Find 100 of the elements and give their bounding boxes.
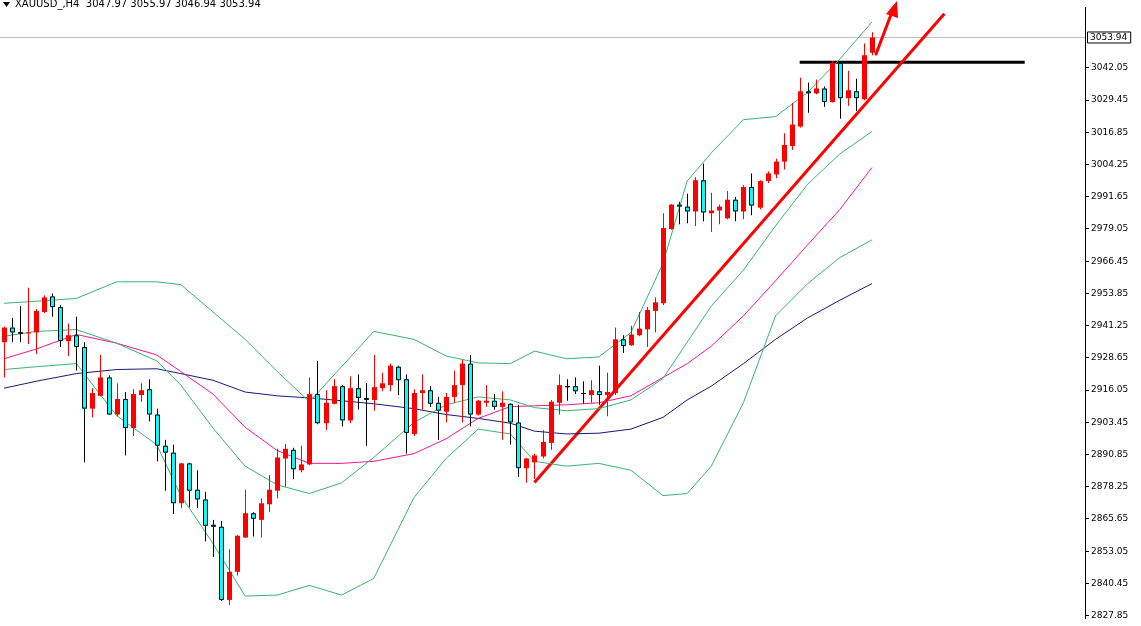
candlestick <box>267 474 272 513</box>
candlestick <box>484 384 489 408</box>
candlestick <box>315 360 320 425</box>
candlestick <box>822 85 827 108</box>
candlestick <box>701 163 706 222</box>
candlestick <box>541 429 546 460</box>
candlestick <box>733 196 738 222</box>
y-tick-label: 2903.45 <box>1091 416 1129 427</box>
candlestick <box>589 379 594 404</box>
y-tick-label: 2991.65 <box>1091 191 1129 202</box>
candlestick <box>629 325 634 347</box>
candlestick <box>90 387 95 418</box>
y-tick-label: 2853.05 <box>1091 545 1129 556</box>
candlestick <box>653 296 658 333</box>
candlestick <box>82 341 87 463</box>
ref-line-label: 3053.94 <box>1090 31 1128 42</box>
candlestick <box>98 354 103 397</box>
candlestick <box>155 408 160 462</box>
candlestick <box>10 317 15 343</box>
candlestick <box>58 304 63 348</box>
candlestick <box>806 82 811 114</box>
candlestick <box>854 78 859 112</box>
candlestick <box>404 373 409 455</box>
y-tick-label: 3029.45 <box>1091 94 1129 105</box>
candlestick <box>187 462 192 508</box>
y-tick-label: 2878.25 <box>1091 481 1129 492</box>
candlestick <box>259 497 264 539</box>
candlestick <box>444 392 449 423</box>
candlestick <box>66 322 71 357</box>
candlestick <box>163 439 168 492</box>
candlestick <box>2 326 7 378</box>
candlestick <box>749 172 754 216</box>
y-tick-label: 2827.85 <box>1091 610 1129 620</box>
candlestick <box>18 305 23 343</box>
candlestick <box>299 445 304 473</box>
candlestick <box>774 158 779 179</box>
candlestick <box>372 354 377 412</box>
candlestick <box>211 519 216 558</box>
candlestick <box>524 457 529 484</box>
candlestick <box>356 373 361 411</box>
candlestick <box>637 311 642 337</box>
y-tick-label: 2840.45 <box>1091 577 1129 588</box>
candlestick <box>597 365 602 406</box>
candlestick <box>709 192 714 233</box>
candlestick <box>107 374 112 416</box>
y-tick-label: 3042.05 <box>1091 62 1129 73</box>
y-tick-label: 2890.85 <box>1091 448 1129 459</box>
candlestick <box>725 190 730 220</box>
candlestick <box>388 363 393 392</box>
candlestick <box>139 382 144 403</box>
candlestick <box>324 389 329 431</box>
candlestick <box>291 447 296 480</box>
candlestick <box>870 31 875 56</box>
candlestick <box>396 365 401 396</box>
candlestick <box>115 382 120 417</box>
y-tick-label: 2953.85 <box>1091 287 1129 298</box>
chart-title: XAUUSD_,H4 3047.97 3055.97 3046.94 3053.94 <box>13 0 263 9</box>
candlestick <box>508 402 513 446</box>
candlestick <box>251 511 256 538</box>
candlestick <box>460 359 465 423</box>
candlestick <box>846 70 851 107</box>
candlestick <box>516 404 521 478</box>
candlestick <box>283 443 288 488</box>
candlestick <box>452 370 457 404</box>
candlestick <box>468 354 473 427</box>
candlestick <box>581 380 586 405</box>
candlestick <box>380 372 385 392</box>
candlestick <box>557 373 562 416</box>
candlestick <box>219 520 224 602</box>
candlestick <box>428 385 433 408</box>
candlestick <box>50 293 55 318</box>
candlestick <box>436 396 441 441</box>
candlestick <box>677 201 682 225</box>
candlestick <box>34 308 39 355</box>
candlestick <box>685 193 690 224</box>
candlestick <box>195 469 200 509</box>
y-tick-label: 2865.65 <box>1091 513 1129 524</box>
y-tick-label: 2916.05 <box>1091 384 1129 395</box>
candlestick <box>203 491 208 542</box>
candlestick <box>645 306 650 348</box>
candlestick <box>74 316 79 372</box>
candlestick <box>565 378 570 402</box>
y-tick-label: 2928.65 <box>1091 352 1129 363</box>
y-tick-label: 2966.45 <box>1091 255 1129 266</box>
candlestick <box>500 390 505 441</box>
y-tick-label: 3004.25 <box>1091 158 1129 169</box>
candlestick <box>340 384 345 427</box>
candlestick <box>782 132 787 171</box>
candlestick <box>147 378 152 422</box>
y-tick-label: 2941.25 <box>1091 320 1129 330</box>
candlestick <box>605 372 610 417</box>
candlestick <box>171 444 176 515</box>
candlestick <box>420 373 425 411</box>
candlestick <box>364 382 369 447</box>
candlestick <box>332 378 337 405</box>
candlestick <box>26 287 31 345</box>
candlestick <box>123 391 128 456</box>
y-tick-label: 2979.05 <box>1091 223 1129 234</box>
y-tick-label: 3016.85 <box>1091 126 1129 137</box>
candlestick <box>790 102 795 151</box>
